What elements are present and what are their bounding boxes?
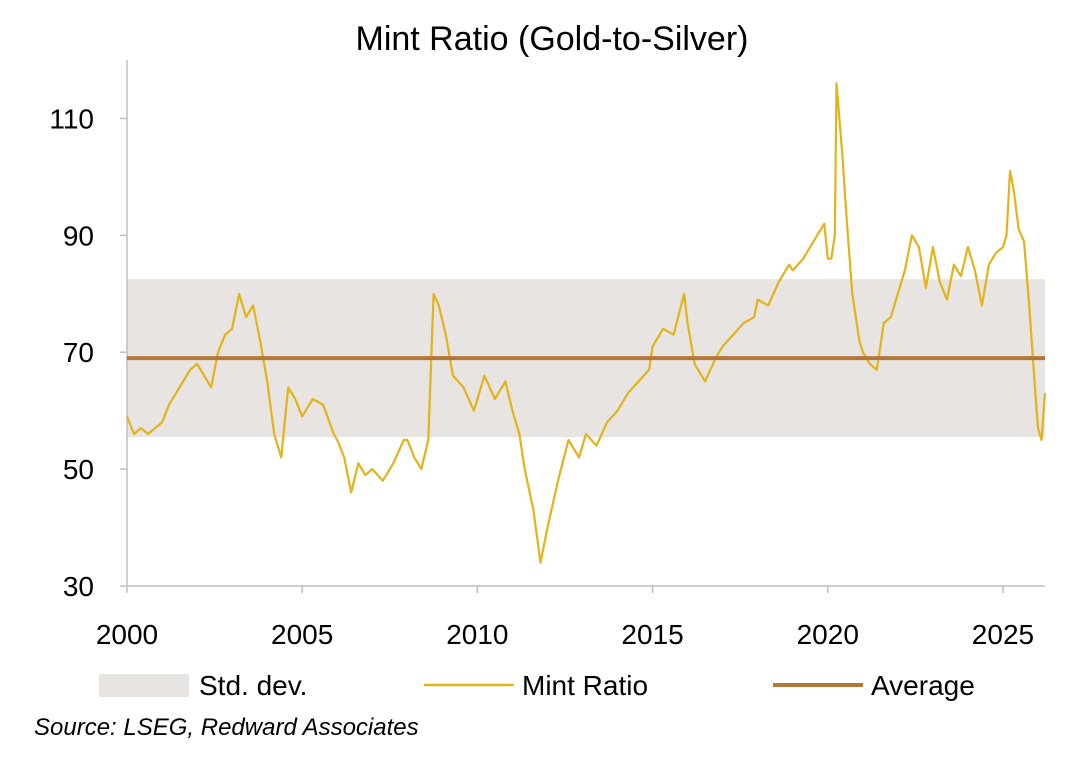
x-tick-label: 2025 — [972, 619, 1034, 650]
chart-title: Mint Ratio (Gold-to-Silver) — [356, 20, 749, 58]
x-tick-label: 2015 — [621, 619, 683, 650]
y-tick-label: 110 — [49, 103, 94, 134]
legend-label-std-dev: Std. dev. — [199, 670, 307, 701]
y-tick-label: 90 — [63, 220, 94, 251]
x-tick-label: 2010 — [446, 619, 508, 650]
x-tick-label: 2020 — [797, 619, 859, 650]
source-note: Source: LSEG, Redward Associates — [34, 714, 419, 741]
y-tick-label: 50 — [63, 454, 94, 485]
y-tick-label: 70 — [63, 337, 94, 368]
y-tick-label: 30 — [63, 571, 94, 602]
x-tick-label: 2000 — [96, 619, 158, 650]
x-tick-label: 2005 — [271, 619, 333, 650]
legend: Std. dev. Mint Ratio Average — [99, 670, 975, 701]
series-line-mint-ratio — [125, 82, 1047, 564]
legend-label-average: Average — [871, 670, 975, 701]
legend-label-mint-ratio: Mint Ratio — [522, 670, 648, 701]
legend-swatch-std-dev — [99, 674, 189, 697]
plot-area: 30 50 70 90 110 2000 2005 2010 2015 2020 2025 — [49, 60, 1047, 650]
